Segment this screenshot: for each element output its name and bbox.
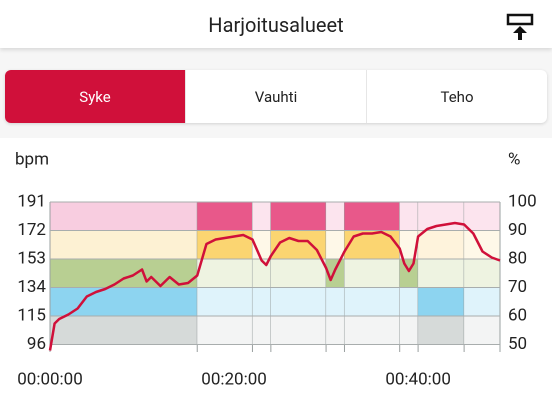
zone-cell [344, 202, 400, 231]
zone-cell [399, 202, 419, 231]
y2-tick-label: 80 [508, 249, 527, 269]
zone-cell [252, 287, 271, 316]
zone-cell [326, 202, 345, 231]
zone-cell [464, 202, 500, 231]
zone-cell [270, 230, 327, 259]
tab[interactable]: Teho [366, 70, 547, 123]
zone-cell [252, 202, 271, 231]
heart-rate-line [48, 221, 501, 351]
header: Harjoitusalueet [0, 0, 552, 48]
y-tick-label: 153 [17, 248, 46, 268]
zone-cell [418, 230, 465, 259]
zone-cell [399, 230, 419, 259]
zone-cell [344, 287, 400, 316]
zone-cell [344, 230, 400, 259]
zone-cell [197, 287, 253, 316]
zone-cell [344, 259, 400, 288]
y-tick-label: 191 [17, 191, 46, 211]
x-tick-label: 00:40:00 [385, 369, 451, 389]
y2-tick-label: 60 [508, 306, 527, 326]
zone-cell [197, 316, 253, 345]
y-axis-label: bpm [15, 149, 49, 169]
zone-cell [464, 259, 500, 288]
zone-cell [50, 316, 198, 345]
y2-axis-label: % [508, 149, 520, 169]
tab[interactable]: Vauhti [185, 70, 366, 123]
zone-cell [50, 202, 198, 231]
x-tick-label: 00:20:00 [201, 369, 267, 389]
zone-cell [50, 259, 198, 288]
y2-tick-label: 100 [508, 191, 537, 211]
zone-cell [197, 202, 253, 231]
x-tick-label: 00:00:00 [17, 369, 83, 389]
zone-cell [464, 287, 500, 316]
zone-cell [197, 259, 253, 288]
zone-cell [418, 259, 465, 288]
zone-cell [50, 230, 198, 259]
zone-cell [418, 316, 465, 345]
zone-cell [344, 316, 400, 345]
zone-cell [399, 287, 419, 316]
chart: bpm % 96 115 134 153 172 191 50 60 70 80 90 100 00:00:… [15, 149, 537, 389]
zone-cell [270, 202, 327, 231]
y-tick-label: 96 [27, 334, 46, 354]
zone-cell [326, 316, 345, 345]
zone-cell [399, 316, 419, 345]
zone-cell [252, 316, 271, 345]
zone-cell [399, 259, 419, 288]
tab-bar: Syke Vauhti Teho [5, 70, 547, 123]
y2-tick-label: 50 [508, 334, 527, 354]
zone-cell [270, 259, 327, 288]
y-tick-label: 115 [17, 305, 46, 325]
y-tick-label: 172 [17, 220, 46, 240]
zone-cell [270, 287, 327, 316]
zone-cell [464, 316, 500, 345]
zone-cell [326, 287, 345, 316]
header-title: Harjoitusalueet [208, 13, 344, 37]
zone-cell [270, 316, 327, 345]
y2-tick-label: 70 [508, 277, 527, 297]
zone-cell [464, 230, 500, 259]
zone-cell [418, 287, 465, 316]
export-icon[interactable] [506, 12, 534, 42]
tab[interactable]: Syke [5, 70, 185, 123]
zone-cell [326, 230, 345, 259]
y-tick-label: 134 [17, 277, 46, 297]
y2-tick-label: 90 [508, 220, 527, 240]
